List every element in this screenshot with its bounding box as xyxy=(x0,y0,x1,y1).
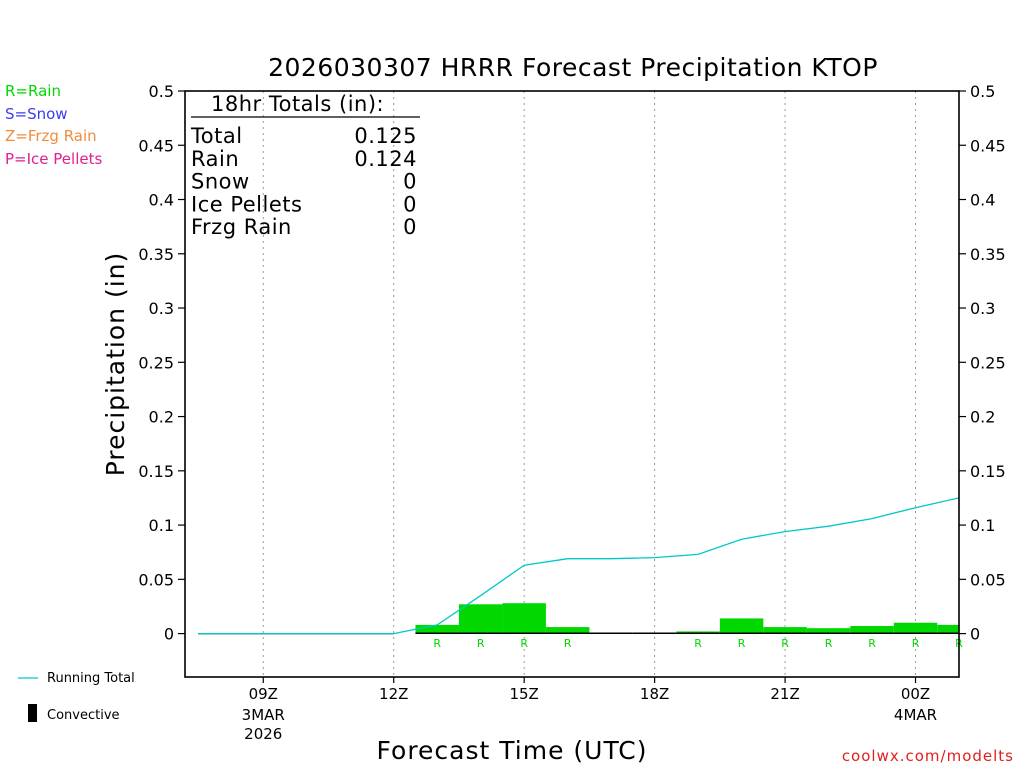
convective-bar xyxy=(937,632,959,635)
convective-bar xyxy=(850,632,894,635)
convective-bar xyxy=(502,632,546,635)
totals-row-label: Frzg Rain xyxy=(191,215,292,239)
convective-bar xyxy=(763,632,807,635)
precip-bar xyxy=(937,624,959,634)
xtick-year-label: 2026 xyxy=(244,725,282,743)
xtick-date-label: 4MAR xyxy=(894,706,937,724)
precip-type-marker: R xyxy=(825,637,833,650)
totals-row-value: 0.124 xyxy=(354,147,417,171)
ytick-left-label: 0.25 xyxy=(138,353,174,372)
ytick-left-label: 0.3 xyxy=(149,299,174,318)
precip-bar xyxy=(763,627,807,634)
precip-bar xyxy=(850,625,894,634)
ytick-left-label: 0.2 xyxy=(149,408,174,427)
precip-type-marker: R xyxy=(868,637,876,650)
convective-bar xyxy=(806,632,851,635)
ytick-left-label: 0.45 xyxy=(138,136,174,155)
vertical-gridlines xyxy=(262,91,917,677)
precip-bar xyxy=(719,618,764,634)
totals-row-label: Ice Pellets xyxy=(191,192,302,216)
convective-bar xyxy=(545,632,590,635)
y-axis-ticks: 0.5 0.5 0.45 0.45 0.4 0.4 0.35 0.35 0.3 0.3 0.25 0.… xyxy=(138,82,1005,644)
chart-title: 2026030307 HRRR Forecast Precipitation K… xyxy=(268,53,878,82)
precip-bar xyxy=(458,604,503,634)
totals-row-value: 0 xyxy=(403,215,417,239)
watermark: coolwx.com/modelts xyxy=(842,747,1014,765)
ytick-left-label: 0.35 xyxy=(138,245,174,264)
totals-row-value: 0 xyxy=(403,170,417,194)
series-legend: Running Total Convective xyxy=(18,671,135,723)
ytick-right-label: 0.5 xyxy=(970,82,995,101)
y-axis-label: Precipitation (in) xyxy=(101,252,130,477)
ytick-left-label: 0.15 xyxy=(138,462,174,481)
legend-frzg-rain: Z=Frzg Rain xyxy=(5,127,97,145)
xtick-label: 15Z xyxy=(509,685,538,703)
ytick-right-label: 0.1 xyxy=(970,516,995,535)
ytick-right-label: 0 xyxy=(970,625,980,644)
totals-row-label: Rain xyxy=(191,147,239,171)
xtick-label: 21Z xyxy=(770,685,799,703)
precip-type-marker: R xyxy=(781,637,789,650)
hourly-precip-bars xyxy=(415,603,959,634)
xtick-label: 09Z xyxy=(249,685,278,703)
totals-row-label: Snow xyxy=(191,170,250,194)
convective-bar xyxy=(458,632,503,635)
precip-bar xyxy=(415,624,459,634)
running-total-line xyxy=(198,497,960,635)
legend-rain: R=Rain xyxy=(5,82,61,100)
precip-bar xyxy=(806,628,851,634)
precip-type-legend: R=Rain S=Snow Z=Frzg Rain P=Ice Pellets xyxy=(5,82,102,168)
ytick-left-label: 0.4 xyxy=(149,191,174,210)
ytick-right-label: 0.4 xyxy=(970,191,995,210)
ytick-right-label: 0.05 xyxy=(970,570,1006,589)
convective-bar xyxy=(676,632,720,635)
convective-bar xyxy=(893,632,938,635)
ytick-left-label: 0.5 xyxy=(149,82,174,101)
ytick-right-label: 0.35 xyxy=(970,245,1006,264)
ytick-left-label: 0 xyxy=(164,625,174,644)
ytick-right-label: 0.45 xyxy=(970,136,1006,155)
precip-type-marker: R xyxy=(564,637,572,650)
ytick-right-label: 0.2 xyxy=(970,408,995,427)
precip-type-marker: R xyxy=(694,637,702,650)
running-total-series xyxy=(198,497,960,635)
xtick-label: 00Z xyxy=(901,685,930,703)
totals-header: 18hr Totals (in): xyxy=(211,92,384,116)
convective-legend-label: Convective xyxy=(47,708,120,723)
convective-bar xyxy=(632,632,677,635)
convective-bar xyxy=(719,632,764,635)
legend-snow: S=Snow xyxy=(5,105,68,123)
precip-bar xyxy=(502,603,546,634)
precip-type-marker: R xyxy=(912,637,920,650)
totals-box: 18hr Totals (in): Total 0.125 Rain 0.124 Sno… xyxy=(190,92,420,239)
convective-bar xyxy=(415,632,459,635)
ytick-left-label: 0.05 xyxy=(138,570,174,589)
precip-type-marker: R xyxy=(520,637,528,650)
totals-rows: Total 0.125 Rain 0.124 Snow 0 Ice Pellets 0 Frzg… xyxy=(190,124,417,239)
ytick-left-label: 0.1 xyxy=(149,516,174,535)
xtick-date-label: 3MAR xyxy=(242,706,285,724)
ytick-right-label: 0.25 xyxy=(970,353,1006,372)
running-total-legend-label: Running Total xyxy=(47,671,135,686)
totals-row-value: 0.125 xyxy=(354,124,417,148)
x-axis-label: Forecast Time (UTC) xyxy=(377,736,648,765)
convective-swatch xyxy=(28,704,37,722)
xtick-label: 12Z xyxy=(379,685,408,703)
precip-bar xyxy=(545,627,590,634)
ytick-right-label: 0.15 xyxy=(970,462,1006,481)
ytick-right-label: 0.3 xyxy=(970,299,995,318)
totals-row-value: 0 xyxy=(403,192,417,216)
precip-type-marker: R xyxy=(738,637,746,650)
precip-type-marker: R xyxy=(477,637,485,650)
precip-bar xyxy=(893,622,938,634)
xtick-label: 18Z xyxy=(640,685,669,703)
precip-type-marker: R xyxy=(433,637,441,650)
plot-frame xyxy=(184,90,960,678)
convective-bar xyxy=(589,632,633,635)
totals-row-label: Total xyxy=(190,124,243,148)
legend-ice-pellets: P=Ice Pellets xyxy=(5,150,102,168)
